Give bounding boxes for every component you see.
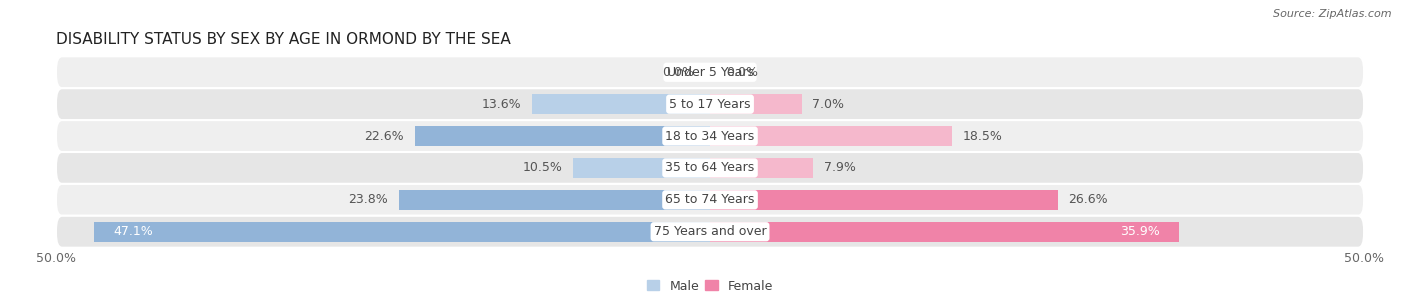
Text: Source: ZipAtlas.com: Source: ZipAtlas.com bbox=[1274, 9, 1392, 19]
Text: 22.6%: 22.6% bbox=[364, 130, 404, 143]
Text: 18.5%: 18.5% bbox=[962, 130, 1002, 143]
Bar bbox=[710, 222, 1180, 242]
Text: 7.0%: 7.0% bbox=[813, 98, 844, 111]
Text: 47.1%: 47.1% bbox=[114, 225, 153, 238]
Text: 23.8%: 23.8% bbox=[349, 193, 388, 206]
Text: 0.0%: 0.0% bbox=[725, 66, 758, 79]
Text: DISABILITY STATUS BY SEX BY AGE IN ORMOND BY THE SEA: DISABILITY STATUS BY SEX BY AGE IN ORMON… bbox=[56, 32, 510, 47]
FancyBboxPatch shape bbox=[56, 120, 1364, 152]
Bar bbox=[94, 222, 710, 242]
Text: Under 5 Years: Under 5 Years bbox=[666, 66, 754, 79]
Bar bbox=[710, 158, 813, 178]
Text: 13.6%: 13.6% bbox=[482, 98, 522, 111]
Bar bbox=[710, 94, 801, 114]
Text: 18 to 34 Years: 18 to 34 Years bbox=[665, 130, 755, 143]
Bar bbox=[533, 94, 710, 114]
FancyBboxPatch shape bbox=[56, 184, 1364, 216]
Text: 26.6%: 26.6% bbox=[1069, 193, 1108, 206]
FancyBboxPatch shape bbox=[56, 88, 1364, 120]
FancyBboxPatch shape bbox=[56, 152, 1364, 184]
Text: 5 to 17 Years: 5 to 17 Years bbox=[669, 98, 751, 111]
Legend: Male, Female: Male, Female bbox=[643, 275, 778, 298]
Bar bbox=[572, 158, 710, 178]
FancyBboxPatch shape bbox=[56, 56, 1364, 88]
Text: 7.9%: 7.9% bbox=[824, 161, 856, 174]
Text: 35 to 64 Years: 35 to 64 Years bbox=[665, 161, 755, 174]
FancyBboxPatch shape bbox=[56, 216, 1364, 248]
Bar bbox=[399, 190, 710, 210]
Text: 35.9%: 35.9% bbox=[1121, 225, 1160, 238]
Text: 0.0%: 0.0% bbox=[662, 66, 695, 79]
Bar bbox=[710, 126, 952, 146]
Text: 10.5%: 10.5% bbox=[523, 161, 562, 174]
Bar bbox=[415, 126, 710, 146]
Text: 65 to 74 Years: 65 to 74 Years bbox=[665, 193, 755, 206]
Bar bbox=[710, 190, 1057, 210]
Text: 75 Years and over: 75 Years and over bbox=[654, 225, 766, 238]
